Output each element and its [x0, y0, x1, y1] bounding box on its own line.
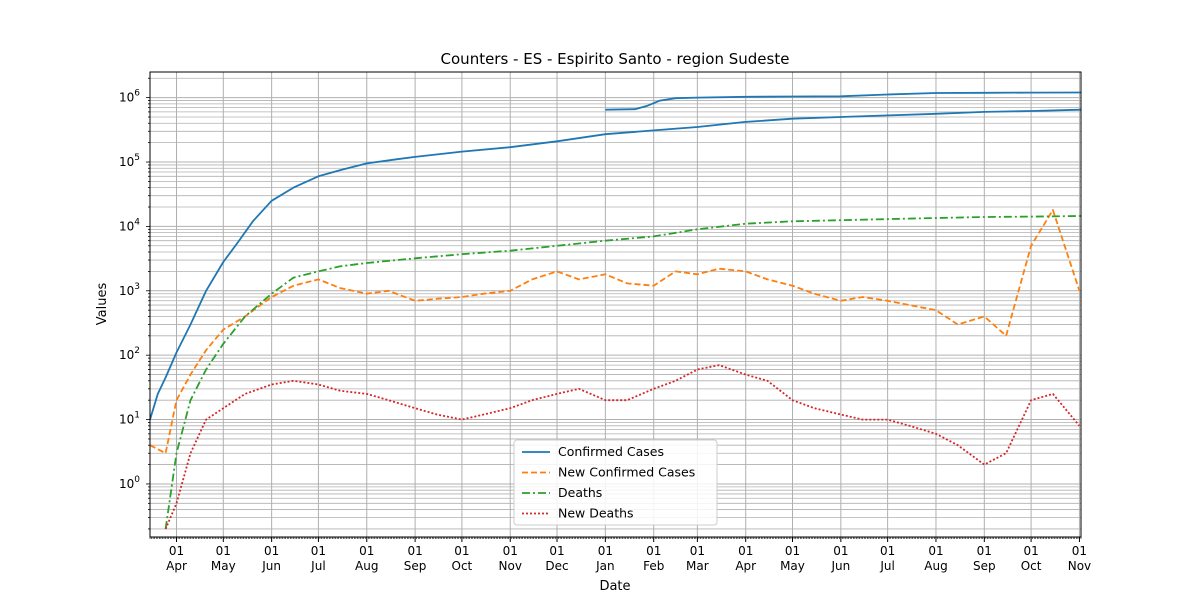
x-tick-day: 01	[977, 544, 992, 558]
series-line-4	[164, 364, 1081, 530]
x-tick-month: Feb	[643, 559, 664, 573]
legend-box	[513, 439, 718, 526]
x-tick-month: Jul	[879, 559, 894, 573]
x-tick-day: 01	[407, 544, 422, 558]
x-tick-day: 01	[1023, 544, 1038, 558]
x-tick-day: 01	[880, 544, 895, 558]
x-tick-day: 01	[359, 544, 374, 558]
legend-label: Deaths	[558, 485, 602, 500]
x-tick-day: 01	[785, 544, 800, 558]
x-tick-day: 01	[598, 544, 613, 558]
x-tick-day: 01	[1072, 544, 1087, 558]
x-tick-month: May	[211, 559, 236, 573]
x-tick-month: Nov	[499, 559, 522, 573]
series-line-1	[605, 91, 1082, 111]
series-line-2	[149, 209, 1081, 455]
y-tick-label: 103	[119, 282, 140, 298]
x-tick-day: 01	[928, 544, 943, 558]
y-tick-label: 101	[119, 411, 140, 427]
x-tick-day: 01	[833, 544, 848, 558]
x-tick-month: Sep	[973, 559, 996, 573]
x-tick-month: Dec	[545, 559, 568, 573]
x-tick-day: 01	[169, 544, 184, 558]
x-tick-month: Jun	[830, 559, 850, 573]
y-axis-label: Values	[95, 283, 110, 326]
x-tick-day: 01	[216, 544, 231, 558]
x-tick-month: Apr	[735, 559, 756, 573]
y-tick-label: 105	[119, 153, 140, 169]
series-group	[149, 91, 1082, 530]
legend: Confirmed Cases New Confirmed Cases Deaths…	[513, 439, 718, 526]
y-tick-label: 104	[119, 217, 140, 233]
x-tick-day: 01	[646, 544, 661, 558]
x-tick-day: 01	[690, 544, 705, 558]
x-tick-month: Mar	[686, 559, 709, 573]
x-tick-month: Jan	[595, 559, 615, 573]
x-tick-month: May	[780, 559, 805, 573]
y-tick-label: 102	[119, 346, 140, 362]
x-tick-day: 01	[503, 544, 518, 558]
legend-label: New Confirmed Cases	[558, 465, 695, 480]
series-line-3	[164, 215, 1082, 530]
x-tick-month: Aug	[355, 559, 378, 573]
x-tick-month: Apr	[166, 559, 187, 573]
legend-label: Confirmed Cases	[558, 444, 664, 459]
x-tick-day: 01	[264, 544, 279, 558]
x-tick-day: 01	[454, 544, 469, 558]
x-tick-month: Jul	[310, 559, 325, 573]
chart-title: Counters - ES - Espirito Santo - region …	[441, 50, 790, 68]
x-tick-day: 01	[549, 544, 564, 558]
y-tick-label: 106	[119, 89, 140, 105]
y-axis: 100 101 102 103 104 105 106	[119, 77, 150, 530]
x-tick-month: Nov	[1068, 559, 1091, 573]
x-tick-month: Oct	[1021, 559, 1042, 573]
x-tick-month: Oct	[452, 559, 473, 573]
x-axis-label: Date	[599, 579, 630, 594]
series-line-0	[149, 108, 1082, 420]
x-axis: 01Apr01May01Jun01Jul01Aug01Sep01Oct01Nov…	[149, 537, 1091, 573]
x-tick-month: Aug	[924, 559, 947, 573]
x-tick-day: 01	[311, 544, 326, 558]
legend-label: New Deaths	[558, 506, 634, 521]
x-tick-day: 01	[738, 544, 753, 558]
plot-frame	[149, 71, 1082, 538]
y-tick-label: 100	[119, 475, 140, 491]
x-tick-month: Sep	[404, 559, 427, 573]
x-tick-month: Jun	[261, 559, 281, 573]
